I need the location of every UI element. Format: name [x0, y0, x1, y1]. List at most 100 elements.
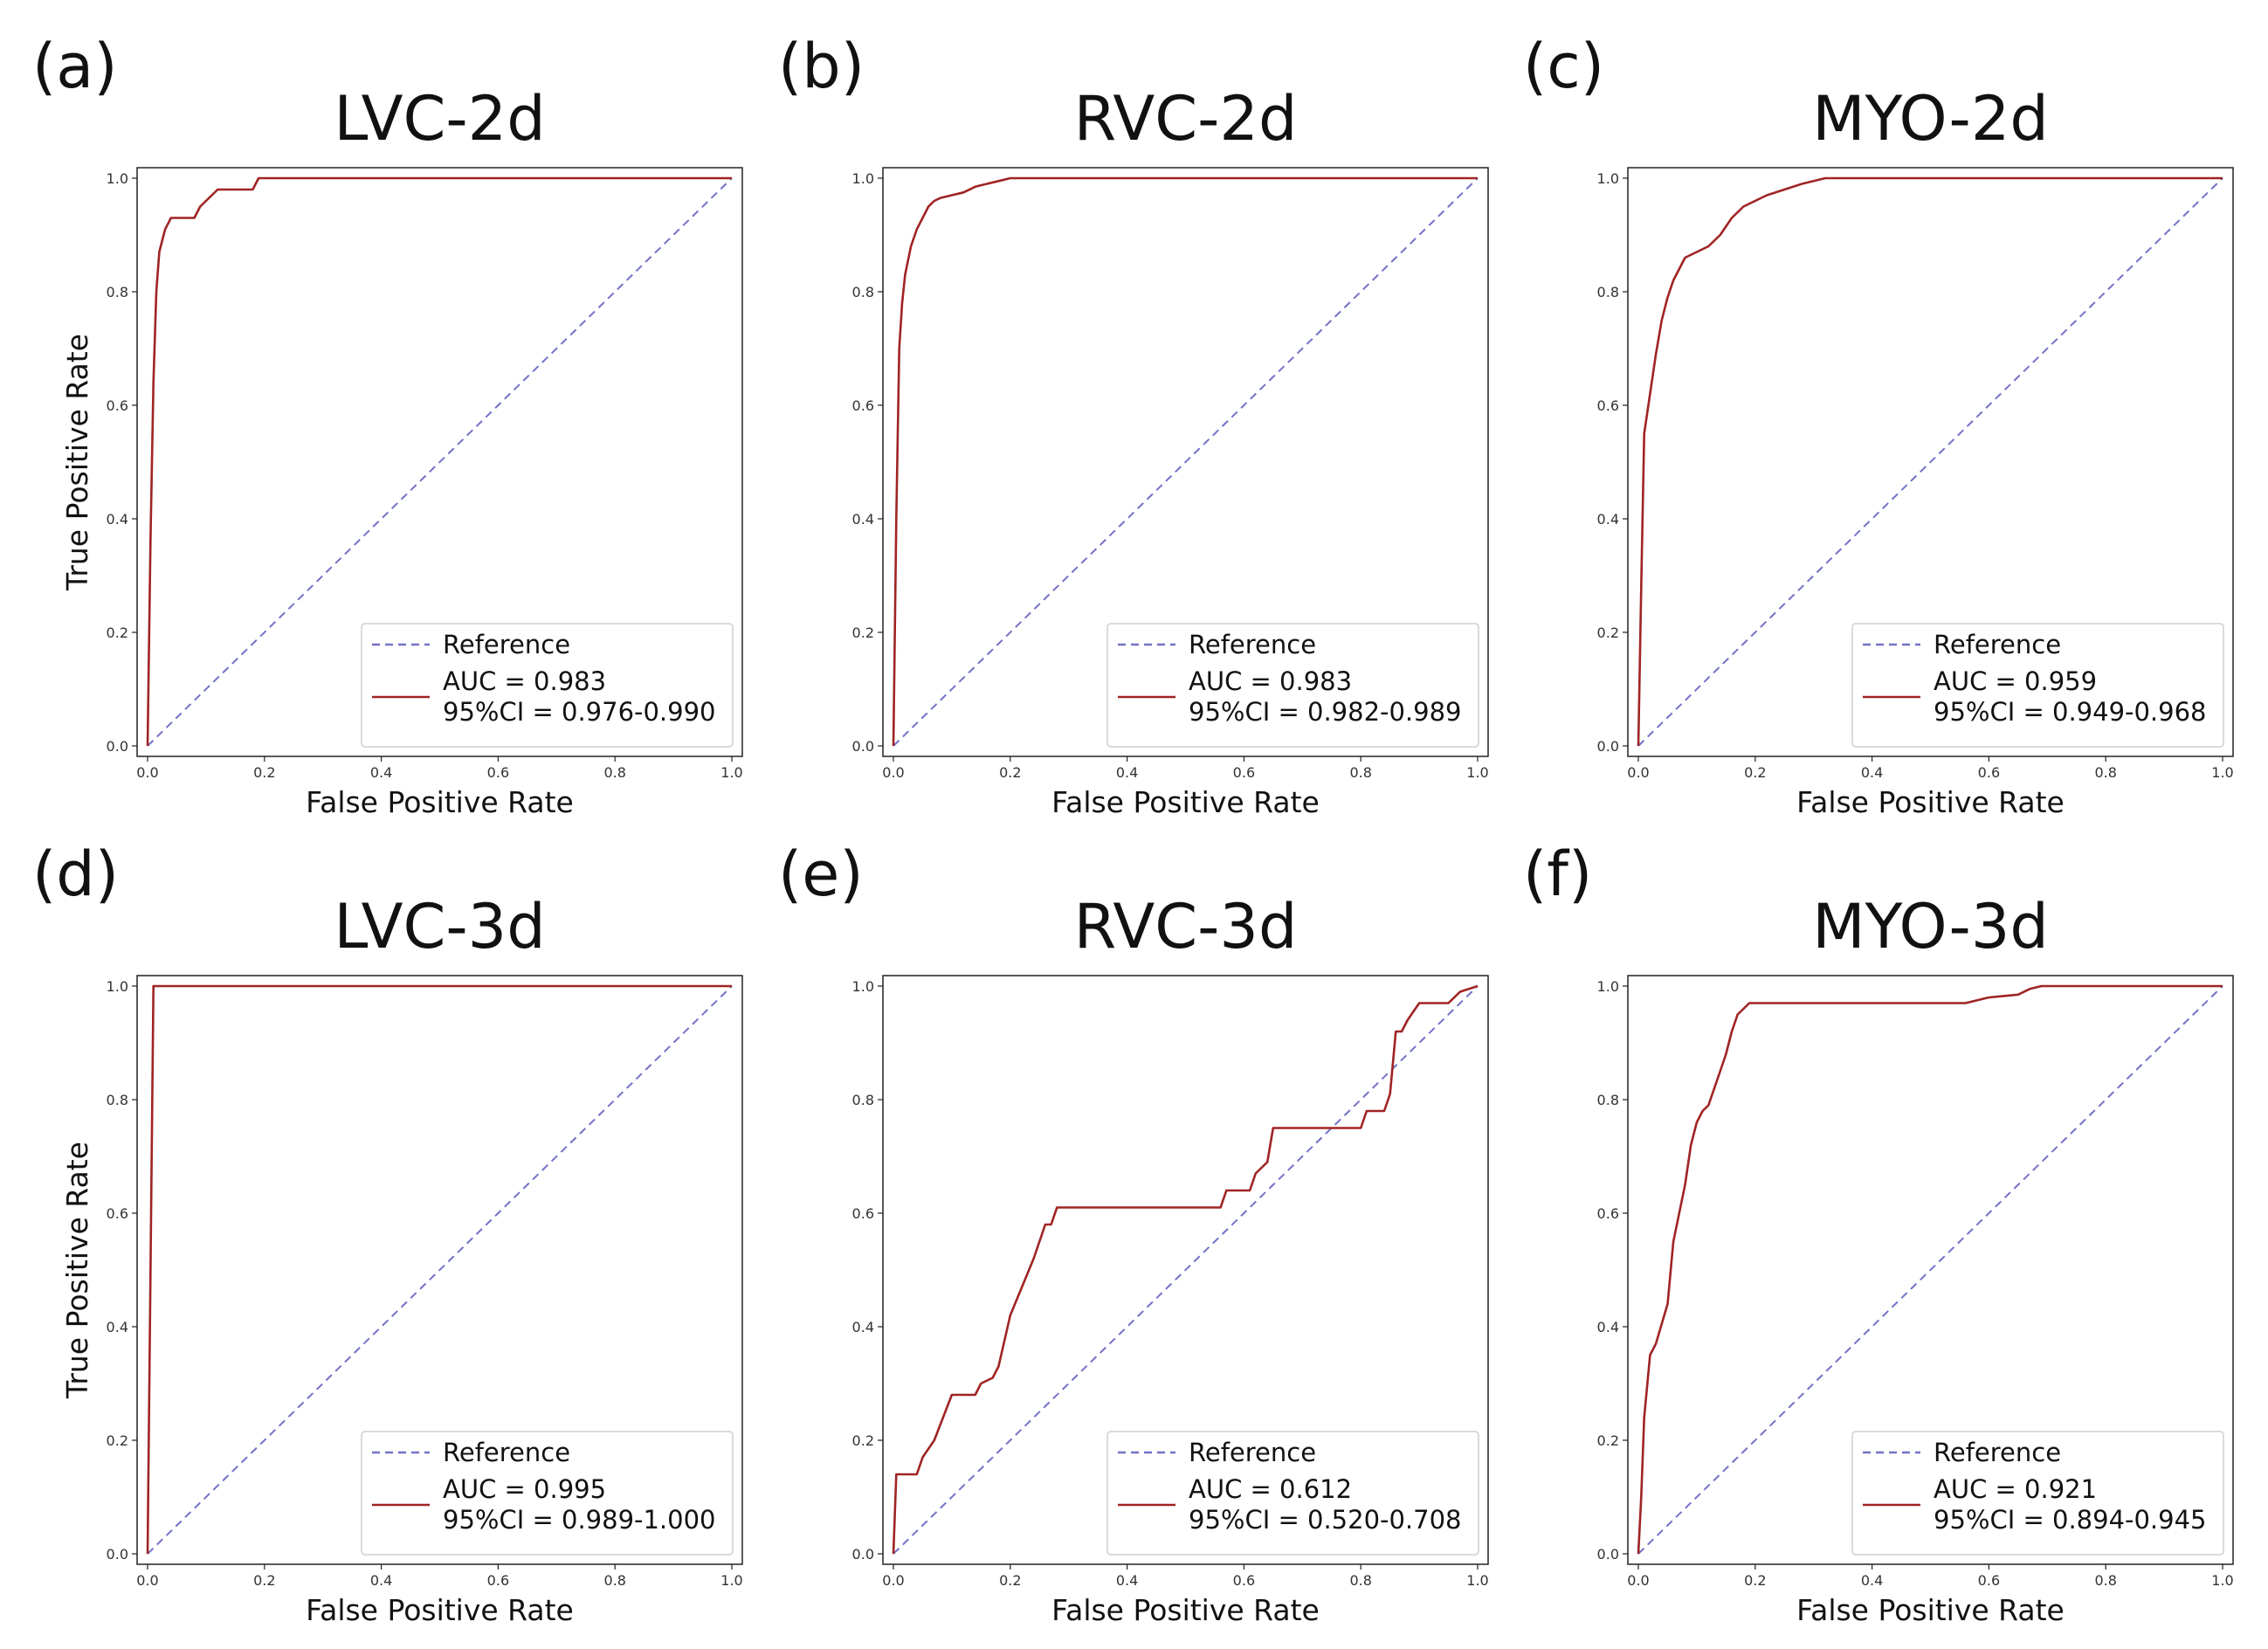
- x-tick-label: 0.8: [603, 764, 625, 781]
- x-tick-label: 1.0: [720, 1572, 742, 1589]
- y-tick-label: 0.8: [852, 1092, 874, 1108]
- legend-box: [1851, 1431, 2224, 1556]
- chart-title: LVC-2d: [334, 83, 545, 155]
- y-tick-label: 0.4: [107, 1319, 128, 1335]
- x-tick-label: 0.0: [1627, 1572, 1649, 1589]
- y-tick-label: 0.8: [1597, 1092, 1619, 1108]
- legend-auc-label: AUC = 0.983: [1189, 666, 1352, 696]
- y-tick-label: 0.4: [852, 511, 874, 528]
- x-tick-label: 0.4: [1116, 1572, 1138, 1589]
- x-axis-label: False Positive Rate: [306, 1593, 574, 1627]
- legend-box: [1106, 623, 1479, 748]
- chart-panel-6: (f) MYO-3d 0.0 0.2 0.4 0.6 0.8 1.0 0.0 0.2 0.4 0.6 0…: [1523, 838, 2234, 1627]
- y-tick-label: 0.6: [1597, 1205, 1619, 1222]
- x-tick-label: 0.4: [1116, 764, 1138, 781]
- legend-box: [361, 623, 734, 748]
- x-tick-label: 0.6: [487, 764, 509, 781]
- y-tick-label: 0.8: [1597, 284, 1619, 300]
- x-tick-label: 0.2: [1744, 1572, 1766, 1589]
- chart-panel-5: (e) RVC-3d 0.0 0.2 0.4 0.6 0.8 1.0 0.0 0.2 0.4 0.6 0…: [778, 838, 1489, 1627]
- chart-panel-3: (c) MYO-2d 0.0 0.2 0.4 0.6 0.8 1.0 0.0 0.2 0.4 0.6 0…: [1523, 31, 2234, 819]
- legend-auc-label: AUC = 0.995: [443, 1474, 606, 1504]
- x-tick-label: 0.2: [999, 764, 1021, 781]
- x-tick-label: 0.0: [882, 1572, 904, 1589]
- legend-auc-label: AUC = 0.612: [1189, 1474, 1352, 1504]
- chart-panel-2: (b) RVC-2d 0.0 0.2 0.4 0.6 0.8 1.0 0.0 0.2 0.4 0.6 0…: [778, 31, 1489, 819]
- x-axis-label: False Positive Rate: [1051, 785, 1320, 819]
- y-tick-label: 0.0: [852, 738, 874, 755]
- y-axis-label: True Positive Rate: [60, 334, 94, 591]
- roc-curve: [892, 984, 1479, 1555]
- reference-line: [893, 177, 1479, 747]
- x-tick-label: 0.0: [136, 1572, 158, 1589]
- legend-box: [1106, 1431, 1479, 1556]
- reference-line: [147, 985, 733, 1555]
- y-tick-label: 0.6: [107, 1205, 128, 1222]
- x-tick-label: 0.6: [1233, 764, 1255, 781]
- reference-line: [147, 177, 733, 747]
- y-tick-label: 0.4: [107, 511, 128, 528]
- chart-title: MYO-3d: [1812, 891, 2049, 962]
- x-tick-label: 0.8: [603, 1572, 625, 1589]
- y-tick-label: 1.0: [1597, 978, 1619, 995]
- chart-title: MYO-2d: [1812, 83, 2049, 155]
- x-tick-label: 0.2: [999, 1572, 1021, 1589]
- x-tick-label: 0.2: [253, 764, 275, 781]
- reference-line: [1637, 177, 2223, 747]
- x-tick-label: 1.0: [720, 764, 742, 781]
- y-tick-label: 0.4: [1597, 511, 1619, 528]
- y-tick-label: 0.0: [107, 738, 128, 755]
- y-tick-label: 0.0: [1597, 738, 1619, 755]
- legend-reference-label: Reference: [1934, 1438, 2061, 1467]
- x-tick-label: 0.0: [882, 764, 904, 781]
- x-tick-label: 0.2: [1744, 764, 1766, 781]
- roc-curve: [1637, 984, 2223, 1555]
- y-tick-label: 0.4: [852, 1319, 874, 1335]
- legend-reference-label: Reference: [1189, 1438, 1316, 1467]
- legend-auc-label: AUC = 0.983: [443, 666, 606, 696]
- y-tick-label: 0.2: [1597, 1432, 1619, 1449]
- x-tick-label: 0.4: [1861, 764, 1883, 781]
- y-tick-label: 0.2: [1597, 624, 1619, 641]
- legend-reference-label: Reference: [1189, 630, 1316, 659]
- reference-line: [893, 985, 1479, 1555]
- y-tick-label: 0.6: [852, 1205, 874, 1222]
- roc-curve: [146, 176, 732, 747]
- roc-curve: [146, 984, 732, 1555]
- x-axis-label: False Positive Rate: [306, 785, 574, 819]
- x-tick-label: 0.6: [487, 1572, 509, 1589]
- legend-ci-label: 95%CI = 0.982-0.989: [1189, 697, 1462, 727]
- y-tick-label: 0.2: [107, 624, 128, 641]
- legend-box: [361, 1431, 734, 1556]
- chart-title: LVC-3d: [334, 891, 545, 962]
- x-tick-label: 0.0: [136, 764, 158, 781]
- x-tick-label: 0.4: [1861, 1572, 1883, 1589]
- y-tick-label: 0.2: [852, 624, 874, 641]
- reference-line: [1637, 985, 2223, 1555]
- legend-ci-label: 95%CI = 0.520-0.708: [1189, 1505, 1462, 1535]
- legend-auc-label: AUC = 0.959: [1934, 666, 2097, 696]
- panel-label: (f): [1523, 838, 1592, 910]
- x-axis-label: False Positive Rate: [1796, 1593, 2065, 1627]
- x-tick-label: 0.6: [1978, 764, 2000, 781]
- y-tick-label: 0.2: [852, 1432, 874, 1449]
- panel-label: (a): [32, 31, 118, 102]
- x-tick-label: 0.0: [1627, 764, 1649, 781]
- x-tick-label: 0.6: [1233, 1572, 1255, 1589]
- y-tick-label: 0.8: [107, 284, 128, 300]
- x-tick-label: 1.0: [1466, 1572, 1488, 1589]
- legend-reference-label: Reference: [1934, 630, 2061, 659]
- chart-title: RVC-3d: [1074, 891, 1298, 962]
- chart-title: RVC-2d: [1074, 83, 1298, 155]
- panel-label: (d): [32, 838, 119, 910]
- x-tick-label: 0.8: [2094, 764, 2116, 781]
- y-tick-label: 1.0: [1597, 170, 1619, 187]
- y-tick-label: 0.6: [1597, 397, 1619, 414]
- x-tick-label: 0.2: [253, 1572, 275, 1589]
- legend-box: [1851, 623, 2224, 748]
